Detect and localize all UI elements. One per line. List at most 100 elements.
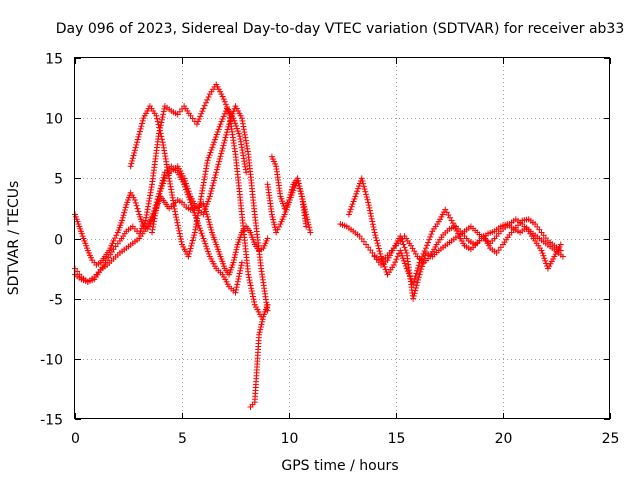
series-track-j (345, 175, 564, 288)
data-point (390, 261, 397, 268)
data-point (231, 117, 238, 124)
data-point (268, 211, 275, 218)
data-point (219, 93, 226, 100)
axis-ticks (75, 58, 611, 420)
data-point (414, 279, 421, 286)
data-point (154, 115, 161, 122)
data-point (214, 128, 221, 135)
data-point (540, 252, 547, 259)
data-point (203, 243, 210, 250)
x-tick-label: 10 (281, 431, 299, 447)
data-point (250, 296, 257, 303)
data-point (238, 262, 245, 269)
data-point (259, 318, 266, 325)
data-point (191, 232, 198, 239)
data-point (258, 321, 265, 328)
data-point (223, 129, 230, 136)
data-point (302, 208, 309, 215)
data-point (234, 128, 241, 135)
data-point (365, 202, 372, 209)
data-point (452, 225, 459, 232)
data-point (416, 271, 423, 278)
data-point (189, 204, 196, 211)
data-point (135, 208, 142, 215)
data-point (122, 204, 129, 211)
data-point (359, 178, 366, 185)
data-point (557, 241, 564, 248)
data-point (542, 257, 549, 264)
y-tick-label: 10 (45, 112, 63, 128)
series-track-d (127, 103, 250, 260)
y-tick-label: 0 (54, 233, 63, 249)
data-point (301, 206, 308, 213)
data-point (237, 265, 244, 272)
data-point (156, 188, 163, 195)
data-point (160, 174, 167, 181)
data-point (368, 213, 375, 220)
data-point (189, 237, 196, 244)
data-point (185, 194, 192, 201)
data-point (238, 259, 245, 266)
data-point (213, 131, 220, 138)
data-point (133, 141, 140, 148)
data-point (306, 226, 313, 233)
data-point (428, 231, 435, 238)
data-point (204, 157, 211, 164)
data-point (306, 224, 313, 231)
data-point (197, 227, 204, 234)
data-point (202, 240, 209, 247)
data-point (128, 160, 135, 167)
data-point (297, 188, 304, 195)
data-points (72, 81, 566, 410)
data-point (369, 221, 376, 228)
data-point (200, 200, 207, 207)
data-point (250, 293, 257, 300)
data-point (420, 258, 427, 265)
tick-labels: 0 5 10 15 20 25 -15 -10 -5 0 5 10 15 (40, 52, 619, 448)
data-point (135, 133, 142, 140)
data-point (415, 274, 422, 281)
data-point (377, 250, 384, 257)
data-point (205, 154, 212, 161)
data-point (305, 221, 312, 228)
data-point (296, 185, 303, 192)
data-point (221, 110, 228, 117)
data-point (264, 301, 271, 308)
data-point (121, 209, 128, 216)
data-point (270, 216, 277, 223)
data-point (412, 284, 419, 291)
data-point (185, 253, 192, 260)
data-point (247, 279, 254, 286)
data-point (212, 136, 219, 143)
data-point (419, 260, 426, 267)
data-point (195, 222, 202, 229)
chart-title: Day 096 of 2023, Sidereal Day-to-day VTE… (56, 21, 625, 37)
y-axis-label: SDTVAR / TECUs (6, 181, 22, 296)
data-point (363, 191, 370, 198)
data-point (132, 199, 139, 206)
data-point (364, 196, 371, 203)
data-point (374, 240, 381, 247)
data-point (232, 120, 239, 127)
data-point (369, 218, 376, 225)
data-point (159, 177, 166, 184)
data-point (349, 201, 356, 208)
data-point (426, 236, 433, 243)
data-point (146, 223, 153, 230)
data-point (381, 263, 388, 270)
data-point (353, 190, 360, 197)
data-point (233, 284, 240, 291)
data-point (303, 211, 310, 218)
data-point (156, 124, 163, 131)
data-point (248, 285, 255, 292)
data-point (153, 112, 160, 119)
data-point (220, 113, 227, 120)
data-point (257, 324, 264, 331)
data-point (399, 238, 406, 245)
data-point (226, 118, 233, 125)
data-point (159, 114, 166, 121)
data-point (213, 169, 220, 176)
data-point (113, 232, 120, 239)
data-point (158, 182, 165, 189)
